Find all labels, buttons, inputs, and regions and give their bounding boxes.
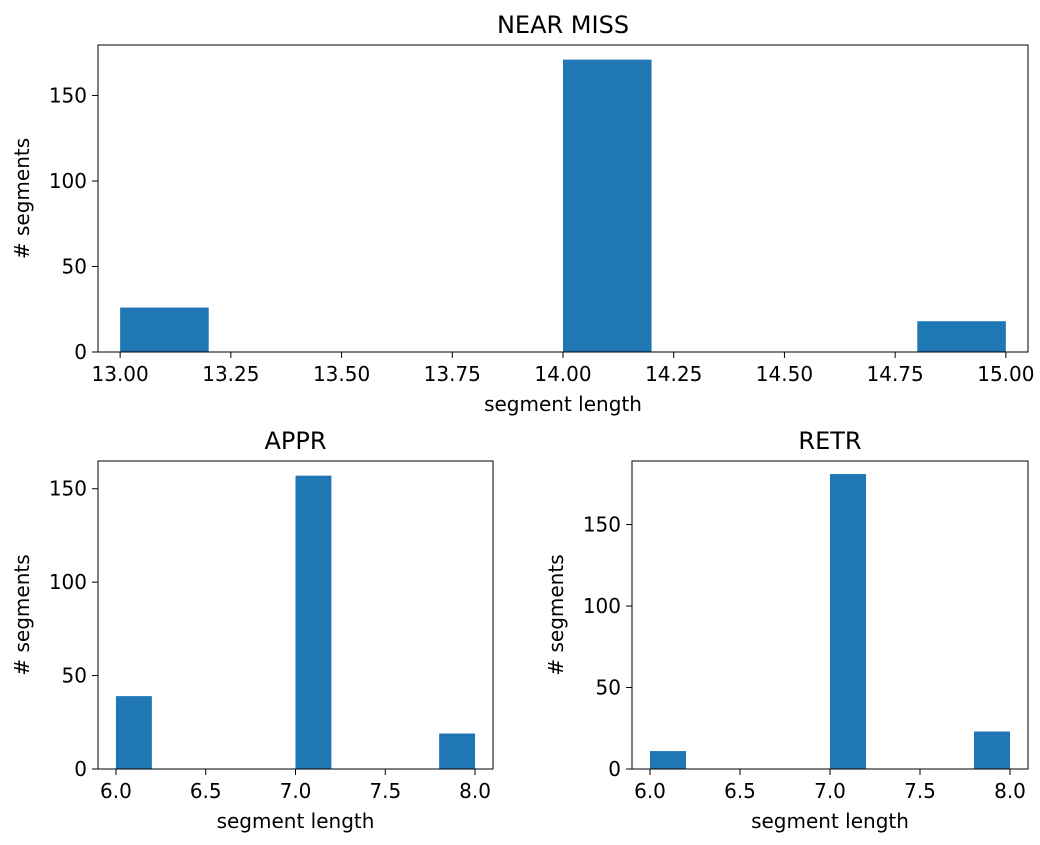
x-tick-label: 14.75 <box>867 362 924 386</box>
bar <box>974 731 1010 769</box>
y-tick-label: 0 <box>74 757 87 781</box>
bar <box>120 307 209 352</box>
chart-retr: 6.0 6.5 7.0 7.5 8.0 0 50 100 150 RETR segment leng… <box>544 427 1029 833</box>
y-tick-label: 50 <box>62 664 87 688</box>
chart-title: NEAR MISS <box>497 11 629 39</box>
x-axis-label: segment length <box>484 392 642 416</box>
x-tick-label: 15.00 <box>977 362 1034 386</box>
x-tick-label: 7.5 <box>369 779 401 803</box>
x-tick-label: 13.50 <box>313 362 370 386</box>
y-tick-label: 150 <box>583 513 621 537</box>
x-tick-label: 13.25 <box>202 362 259 386</box>
bar <box>295 475 332 769</box>
bar <box>917 321 1006 352</box>
y-tick-label: 100 <box>49 169 87 193</box>
x-tick-label: 8.0 <box>994 779 1026 803</box>
x-tick-label: 6.5 <box>724 779 756 803</box>
chart-near-miss: 13.00 13.25 13.50 13.75 14.00 14.25 14.50 14.75… <box>10 11 1034 416</box>
x-tick-label: 14.25 <box>645 362 702 386</box>
x-tick-label: 7.0 <box>280 779 312 803</box>
x-tick-label: 7.0 <box>814 779 846 803</box>
x-tick-label: 14.50 <box>756 362 813 386</box>
bar <box>563 59 652 352</box>
y-tick-label: 0 <box>74 340 87 364</box>
x-tick-label: 8.0 <box>459 779 491 803</box>
x-tick-label: 7.5 <box>904 779 936 803</box>
bar <box>830 474 866 769</box>
x-axis-label: segment length <box>751 809 909 833</box>
bar <box>115 696 152 769</box>
y-tick-label: 150 <box>49 84 87 108</box>
chart-title: RETR <box>798 427 861 455</box>
x-tick-label: 6.0 <box>100 779 132 803</box>
y-axis-label: # segments <box>10 554 34 675</box>
y-tick-label: 50 <box>596 676 621 700</box>
x-tick-label: 13.75 <box>424 362 481 386</box>
chart-title: APPR <box>264 427 326 455</box>
y-axis-label: # segments <box>10 138 34 259</box>
x-axis-label: segment length <box>217 809 375 833</box>
x-tick-label: 6.0 <box>634 779 666 803</box>
y-tick-label: 50 <box>62 255 87 279</box>
y-tick-label: 150 <box>49 477 87 501</box>
bar <box>439 733 476 769</box>
y-tick-label: 100 <box>49 570 87 594</box>
y-tick-label: 100 <box>583 594 621 618</box>
y-axis-label: # segments <box>544 554 568 675</box>
x-tick-label: 13.00 <box>92 362 149 386</box>
chart-appr: 6.0 6.5 7.0 7.5 8.0 0 50 100 150 APPR segment leng… <box>10 427 494 833</box>
x-tick-label: 6.5 <box>190 779 222 803</box>
bar <box>650 751 686 769</box>
x-tick-label: 14.00 <box>534 362 591 386</box>
y-tick-label: 0 <box>608 757 621 781</box>
